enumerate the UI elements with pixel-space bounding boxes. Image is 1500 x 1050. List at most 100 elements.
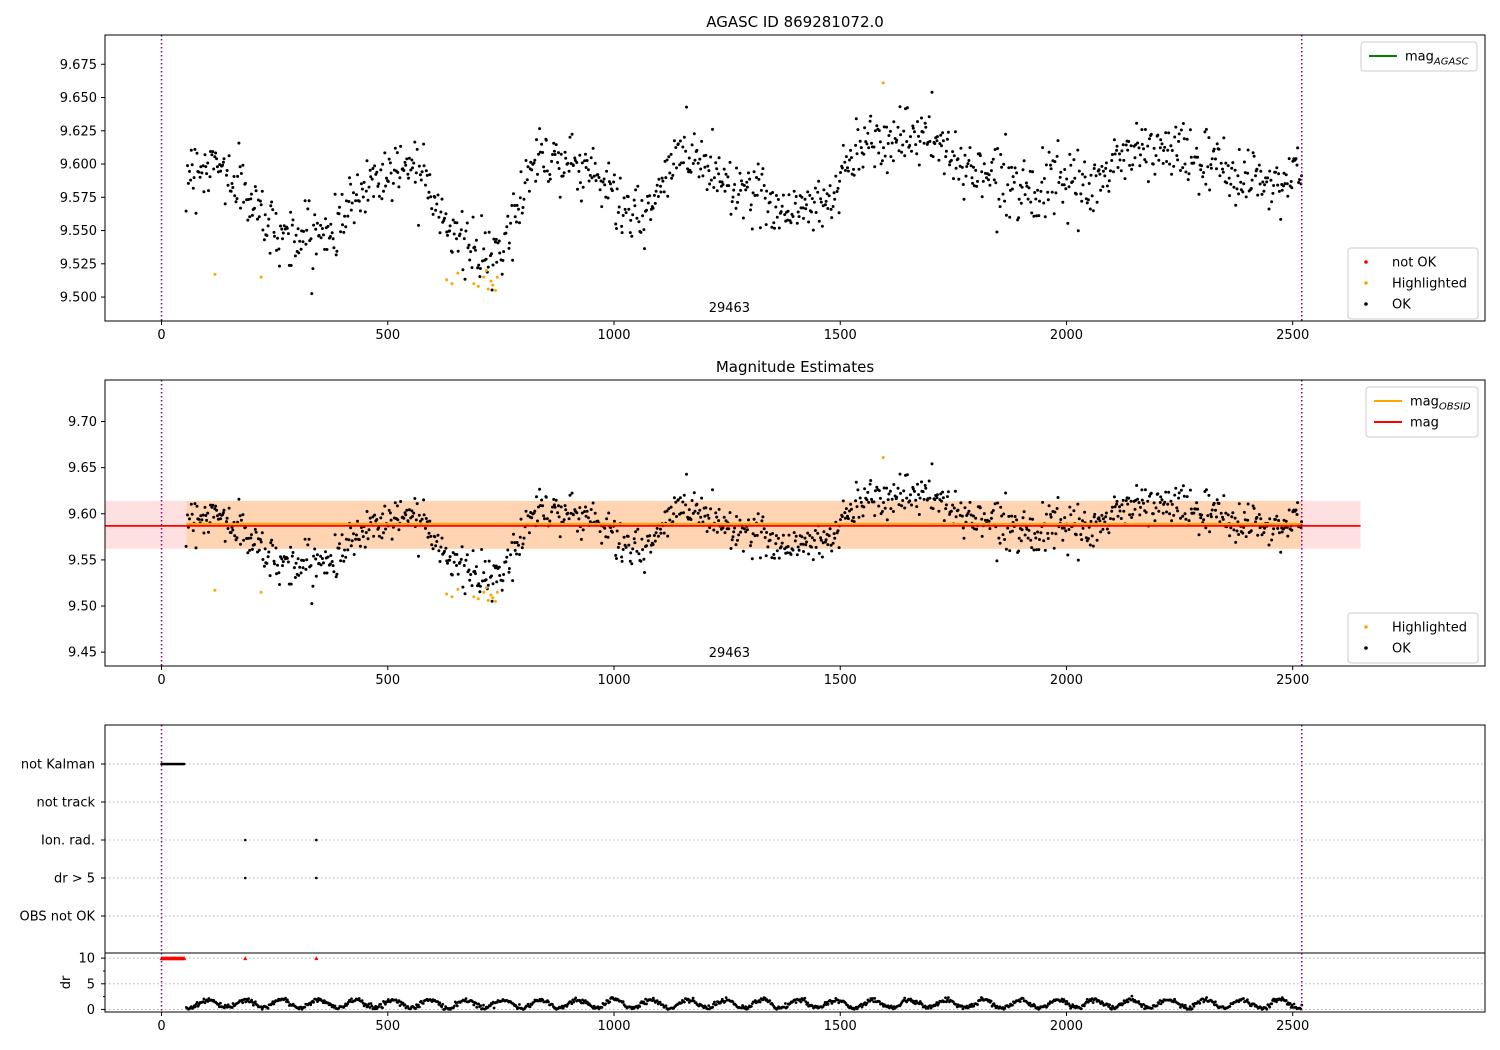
p2-ok-point — [379, 516, 383, 520]
p1-ok-point — [1168, 162, 1172, 166]
p2-ok-point — [1101, 527, 1105, 531]
p1-ok-point — [337, 212, 341, 216]
p1-ok-point — [263, 213, 267, 217]
p1-ok-point — [628, 231, 632, 235]
p1-ok-point — [1025, 184, 1029, 188]
dr-point — [1046, 1004, 1049, 1008]
dr-point — [572, 1000, 576, 1004]
p2-ok-point — [858, 496, 862, 500]
p2-ok-point — [383, 504, 387, 508]
p1-ok-point — [502, 250, 506, 254]
p1-ok-point — [715, 167, 719, 171]
p2-ok-point — [863, 487, 867, 491]
p1-ok-point — [504, 231, 508, 235]
p1-ok-point — [752, 170, 756, 174]
p1-ok-point — [624, 211, 628, 215]
p2-ok-point — [354, 537, 358, 541]
p1-ok-point — [712, 176, 716, 180]
p2-point-legend — [1347, 612, 1479, 664]
p2-ok-point — [1207, 493, 1211, 497]
p1-ok-point — [1265, 180, 1269, 184]
p1-ok-point — [307, 199, 311, 203]
p1-ok-point — [922, 141, 926, 145]
p2-ok-point — [538, 504, 542, 507]
p1-ok-point — [482, 247, 486, 251]
p2-obsid-label: 29463 — [709, 646, 750, 661]
dr-point — [1214, 1000, 1217, 1004]
p2-ok-point — [963, 506, 967, 510]
p2-ok-point — [372, 534, 376, 538]
p2-ok-point — [960, 514, 964, 518]
p2-ok-point — [820, 555, 824, 559]
p1-ok-point — [474, 238, 478, 242]
p1-ok-point — [1104, 166, 1108, 170]
p1-ok-point — [621, 214, 625, 217]
p2-ok-point — [1237, 502, 1241, 506]
p1-ok-point — [1165, 160, 1169, 163]
p2-ok-point — [900, 504, 904, 508]
dr-point — [526, 1002, 530, 1006]
p4-frame — [104, 952, 1486, 1013]
p1-ok-point — [1001, 192, 1005, 196]
dr-point — [370, 1004, 374, 1008]
p1-ok-point — [1054, 191, 1058, 195]
p1-ok-point — [1081, 183, 1085, 187]
p1-ok-point — [215, 165, 219, 169]
p1-ok-point — [1221, 167, 1224, 171]
p2-ok-point — [500, 588, 504, 592]
p2-ok-point — [462, 564, 466, 567]
p2-ok-point — [1144, 510, 1148, 514]
dr-point — [970, 1002, 974, 1006]
p1-ok-point — [298, 239, 302, 243]
p2-ok-point — [1091, 544, 1095, 548]
p2-ok-point — [1234, 540, 1238, 544]
p1-ok-point — [1153, 172, 1157, 176]
panel1-plot: 0 500 1000 1500 2000 25009.5009.5259.5509.575… — [60, 34, 1486, 343]
p2-ok-point — [331, 564, 335, 568]
p2-ok-point — [425, 520, 429, 524]
p1-ok-point — [275, 248, 278, 252]
p2-ytick-label: 9.55 — [68, 553, 97, 568]
p1-ok-point — [974, 168, 978, 172]
p1-ok-point — [885, 125, 889, 129]
p1-ok-point — [636, 184, 640, 188]
p2-ok-point — [731, 535, 735, 539]
dr-point — [664, 1004, 668, 1008]
p1-ok-point — [780, 204, 784, 208]
p2-ok-point — [1246, 518, 1250, 522]
p1-ok-point — [306, 207, 310, 211]
p2-ok-point — [682, 493, 686, 497]
p2-ok-point — [1115, 502, 1119, 506]
p1-highlighted-point — [494, 288, 497, 292]
p2-ok-point — [420, 517, 424, 521]
p2-ok-point — [831, 541, 835, 545]
p1-ok-point — [917, 134, 920, 138]
p2-ok-point — [997, 536, 1001, 540]
p2-ok-point — [584, 514, 588, 518]
p2-ok-point — [786, 551, 789, 555]
p2-ok-point — [1076, 558, 1080, 562]
p1-ok-point — [1143, 128, 1147, 131]
p1-ok-point — [462, 237, 466, 241]
p1-ok-point — [490, 252, 493, 256]
p1-ok-point — [588, 173, 592, 177]
p1-ok-point — [559, 152, 563, 156]
p1-ok-point — [567, 169, 571, 173]
p2-ok-point — [483, 559, 487, 563]
p2-ok-point — [635, 549, 639, 553]
p2-ok-point — [940, 499, 943, 503]
p2-ok-point — [1002, 512, 1006, 516]
p2-ok-point — [404, 513, 408, 517]
p1-ok-point — [259, 203, 263, 207]
p1-ok-point — [699, 167, 703, 171]
p1-ok-point — [253, 185, 257, 189]
p1-ok-point — [221, 163, 225, 167]
p1-ok-point — [486, 265, 490, 269]
p1-ok-point — [1092, 167, 1096, 170]
p2-ok-point — [755, 533, 759, 537]
p2-highlighted-point — [486, 599, 490, 602]
p2-ok-point — [593, 511, 597, 515]
p2-ok-point — [749, 540, 753, 544]
p1-ok-point — [824, 199, 828, 203]
p2-ok-point — [314, 574, 318, 578]
